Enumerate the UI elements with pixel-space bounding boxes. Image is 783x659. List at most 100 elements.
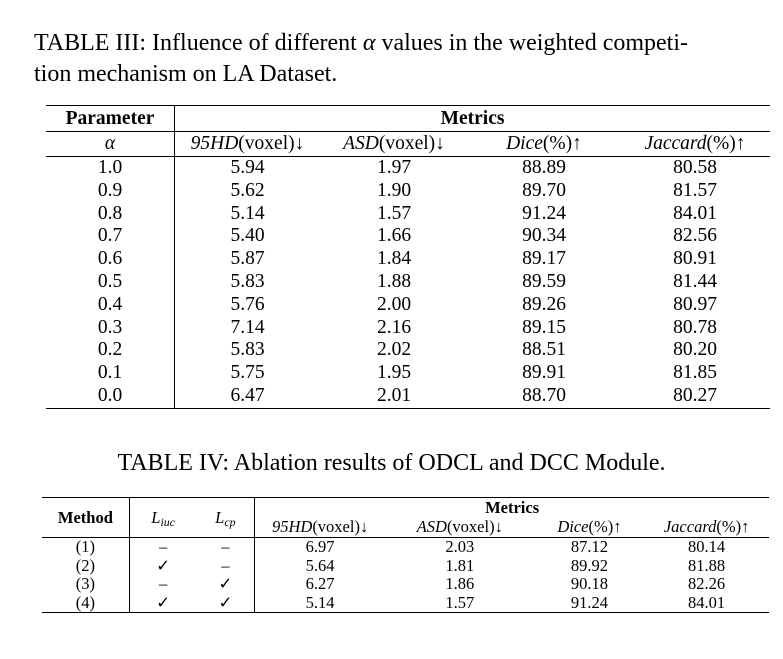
hd95-cell: 5.40 [230,225,265,247]
table3-col-95hd: 95HD(voxel)↓ [174,131,320,157]
asd-cell: 1.97 [376,157,412,178]
jaccard-cell: 81.88 [688,555,726,575]
alpha-cell: 0.0 [46,384,175,409]
dice-cell: 90.18 [570,574,608,593]
dice-cell: 88.89 [522,157,566,178]
asd-cell: 2.00 [376,293,412,315]
jaccard-cell: 80.14 [688,537,726,556]
jaccard-cell: 81.57 [673,179,717,201]
table-row-best: 0.8 5.14 1.57 91.24 84.01 [46,202,770,226]
hd95-cell: 7.14 [230,316,265,338]
alpha-cell: 0.3 [46,316,175,340]
jaccard-cell: 80.58 [673,157,717,178]
table-row: (1) – – 6.97 2.03 87.12 80.14 [42,537,769,557]
hd95-cell: 5.83 [230,270,265,292]
asd-cell: 2.16 [376,316,412,338]
table4-header-row1: Method Liuc Lcp Metrics [42,497,769,538]
table-row: 0.0 6.47 2.01 88.70 80.27 [46,384,770,409]
dice-cell: 89.26 [522,293,566,315]
method-cell: (4) [42,593,130,613]
hd95-cell: 6.97 [305,537,335,556]
dice-cell: 88.70 [468,384,620,409]
method-cell: (3) [42,574,130,594]
table3-header-metrics: Metrics [174,105,770,132]
table3-caption-line1-start: TABLE III: Influence of different [34,30,363,56]
dice-cell: 88.51 [522,339,566,361]
jaccard-cell: 81.44 [673,270,717,292]
alpha-cell: 0.6 [46,248,175,271]
jaccard-cell: 82.26 [688,574,726,593]
lcp-cell: ✓ [196,574,256,594]
table-row: (3) – ✓ 6.27 1.86 90.18 82.26 [42,574,769,594]
table3-col-dice: Dice(%)↑ [468,131,620,157]
table-row: 0.5 5.83 1.88 89.59 81.44 [46,270,770,294]
table-row: 0.3 7.14 2.16 89.15 80.78 [46,316,770,340]
lcp-cell: – [196,556,256,575]
table4-header-liuc: Liuc [129,497,197,538]
table4-header-metrics: Metrics [254,497,769,517]
jaccard-cell: 80.78 [673,316,717,338]
table-row: 0.7 5.40 1.66 90.34 82.56 [46,225,770,249]
table-row: 0.1 5.75 1.95 89.91 81.85 [46,362,770,385]
alpha-cell: 0.8 [46,202,175,226]
liuc-cell: – [159,537,168,556]
dice-cell: 89.70 [522,179,566,201]
hd95-cell: 5.14 [254,593,385,613]
asd-cell: 1.57 [384,593,535,613]
hd95-cell: 5.64 [305,555,335,575]
asd-cell: 1.84 [376,248,412,270]
table4-header-method: Method [42,497,130,538]
jaccard-cell: 80.27 [620,384,770,409]
table3-header-row1: Parameter Metrics [46,105,770,132]
jaccard-cell: 84.01 [673,202,717,224]
alpha-cell: 0.9 [46,179,175,203]
asd-cell: 1.88 [376,270,412,292]
table4-header-row2: 95HD(voxel)↓ ASD(voxel)↓ Dice(%)↑ Jaccar… [42,517,769,538]
table4-header-lcp: Lcp [196,497,256,538]
table4-col-95hd: 95HD(voxel)↓ [254,517,385,538]
dice-cell: 91.24 [534,593,645,613]
dice-cell: 90.34 [522,225,566,247]
table3-header-alpha: α [46,131,175,157]
liuc-cell: ✓ [129,593,197,613]
hd95-cell: 5.62 [230,179,265,201]
asd-cell: 1.86 [445,574,475,593]
table4-col-dice: Dice(%)↑ [534,517,645,538]
table4-col-asd: ASD(voxel)↓ [384,517,535,538]
hd95-cell: 5.75 [230,362,265,384]
jaccard-cell: 80.91 [673,248,717,270]
asd-cell: 1.95 [376,362,412,384]
table3-header-row2: α 95HD(voxel)↓ ASD(voxel)↓ Dice(%)↑ Jacc… [46,131,770,157]
table4-col-jaccard: Jaccard(%)↑ [644,517,769,538]
lcp-cell: ✓ [196,593,256,613]
table3-header-parameter: Parameter [46,105,175,132]
jaccard-cell: 81.85 [673,362,717,384]
lcp-cell: – [196,537,256,557]
hd95-cell: 5.94 [230,157,265,178]
alpha-cell: 0.5 [46,270,175,294]
hd95-cell: 6.47 [174,384,320,409]
hd95-cell: 5.83 [230,339,265,361]
table-row: (2) ✓ – 5.64 1.81 89.92 81.88 [42,555,769,575]
table3: Parameter Metrics α 95HD(voxel)↓ ASD(vox… [46,105,770,409]
alpha-cell: 0.4 [46,293,175,317]
asd-cell: 1.90 [376,179,412,201]
table-row-best: (4) ✓ ✓ 5.14 1.57 91.24 84.01 [42,593,769,613]
liuc-cell: ✓ [156,555,171,575]
table4-caption: TABLE IV: Ablation results of ODCL and D… [117,450,666,476]
alpha-cell: 0.1 [46,362,175,385]
table3-caption-line1-end: values in the weighted competi- [375,30,689,56]
jaccard-cell: 84.01 [644,593,769,613]
asd-cell: 2.02 [376,339,412,361]
asd-cell: 2.03 [445,537,475,556]
jaccard-cell: 80.97 [673,293,717,315]
table4: Method Liuc Lcp Metrics 95HD(voxel)↓ ASD… [42,497,769,613]
jaccard-cell: 82.56 [673,225,717,247]
method-cell: (1) [42,537,130,557]
hd95-cell: 5.87 [230,248,265,270]
alpha-cell: 1.0 [46,156,175,180]
liuc-cell: – [159,574,168,593]
jaccard-cell: 80.20 [673,339,717,361]
asd-cell: 1.81 [445,555,475,575]
dice-cell: 89.15 [522,316,566,338]
